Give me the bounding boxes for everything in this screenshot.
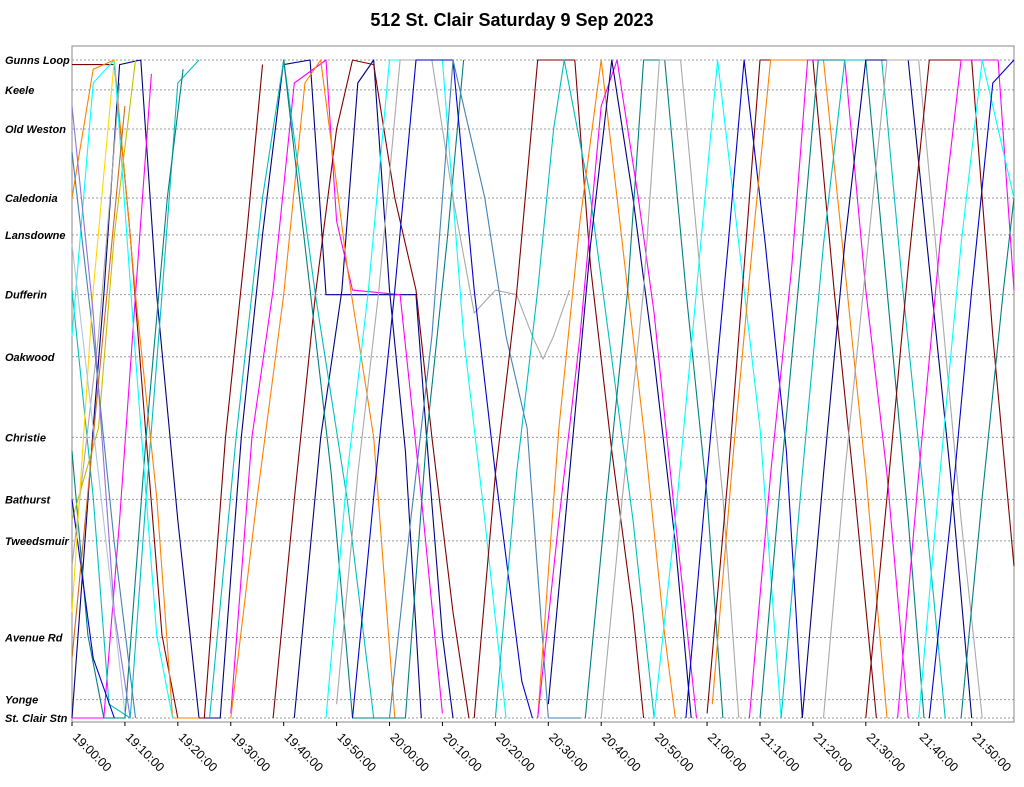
- vehicle-trace-23: [336, 59, 571, 705]
- vehicle-trace-39: [780, 59, 946, 719]
- x-tick-label: 21:20:00: [811, 730, 855, 774]
- x-tick-label: 19:40:00: [282, 730, 326, 774]
- stop-label: Gunns Loop: [5, 55, 70, 67]
- vehicle-trace-14: [71, 105, 126, 659]
- stop-label: Tweedsmuir: [5, 536, 69, 548]
- vehicle-trace-34: [685, 59, 803, 719]
- stop-label: Caledonia: [5, 193, 58, 205]
- x-tick-label: 19:20:00: [176, 730, 220, 774]
- x-tick-label: 19:00:00: [70, 730, 114, 774]
- x-tick-label: 19:10:00: [123, 730, 167, 774]
- vehicle-trace-18: [272, 59, 470, 719]
- vehicle-trace-30: [547, 59, 692, 719]
- vehicle-trace-11: [71, 59, 115, 613]
- stop-label: Keele: [5, 85, 34, 97]
- vehicle-trace-12: [71, 105, 131, 719]
- stop-label: St. Clair Stn: [5, 713, 68, 725]
- x-tick-label: 20:50:00: [652, 730, 696, 774]
- stop-label: Bathurst: [5, 494, 52, 506]
- vehicle-trace-25: [388, 59, 580, 719]
- vehicle-trace-20: [230, 59, 396, 719]
- vehicle-trace-26: [473, 59, 645, 719]
- vehicle-trace-32: [600, 59, 740, 719]
- stop-label: Yonge: [5, 695, 38, 707]
- x-tick-label: 20:30:00: [546, 730, 590, 774]
- vehicle-trace-0: [71, 59, 285, 719]
- stop-label: Oakwood: [5, 352, 55, 364]
- vehicle-trace-3: [71, 59, 200, 719]
- vehicle-trace-31: [584, 59, 724, 719]
- vehicle-trace-2: [72, 73, 152, 719]
- x-tick-label: 21:40:00: [917, 730, 961, 774]
- vehicle-trace-6: [71, 59, 137, 521]
- plot-frame: [71, 45, 1015, 723]
- vehicle-trace-33: [653, 59, 782, 719]
- x-tick-label: 20:20:00: [493, 730, 537, 774]
- x-tick-label: 20:40:00: [599, 730, 643, 774]
- stop-label: Old Weston: [5, 124, 66, 136]
- vehicle-trace-28: [537, 59, 676, 719]
- stop-label: Dufferin: [5, 290, 47, 302]
- vehicle-trace-36: [711, 59, 888, 719]
- stop-label: Christie: [5, 432, 46, 444]
- stop-label: Avenue Rd: [4, 632, 63, 644]
- vehicle-trace-42: [865, 59, 1015, 719]
- x-tick-label: 21:50:00: [970, 730, 1014, 774]
- vehicle-trace-38: [759, 59, 925, 719]
- vehicle-trace-29: [537, 59, 698, 719]
- vehicle-trace-44: [918, 59, 1015, 719]
- vehicle-trace-13: [71, 244, 126, 714]
- vehicle-trace-41: [822, 59, 983, 719]
- chart-title: 512 St. Clair Saturday 9 Sep 2023: [370, 10, 654, 30]
- vehicle-trace-8: [71, 499, 115, 719]
- vehicle-trace-21: [283, 59, 465, 719]
- vehicle-trace-7: [71, 59, 174, 719]
- vehicle-trace-45: [928, 59, 1015, 719]
- x-tick-label: 21:30:00: [864, 730, 908, 774]
- x-tick-label: 19:30:00: [229, 730, 273, 774]
- x-tick-label: 20:00:00: [387, 730, 431, 774]
- vehicle-trace-5: [71, 69, 184, 719]
- x-tick-label: 21:00:00: [705, 730, 749, 774]
- vehicle-trace-46: [960, 197, 1015, 719]
- vehicle-trace-10: [71, 151, 137, 719]
- vehicle-trace-43: [897, 59, 1015, 719]
- x-tick-label: 20:10:00: [440, 730, 484, 774]
- x-tick-label: 19:50:00: [334, 730, 378, 774]
- stop-label: Lansdowne: [5, 230, 66, 242]
- vehicle-trace-9: [71, 82, 121, 567]
- x-tick-label: 21:10:00: [758, 730, 802, 774]
